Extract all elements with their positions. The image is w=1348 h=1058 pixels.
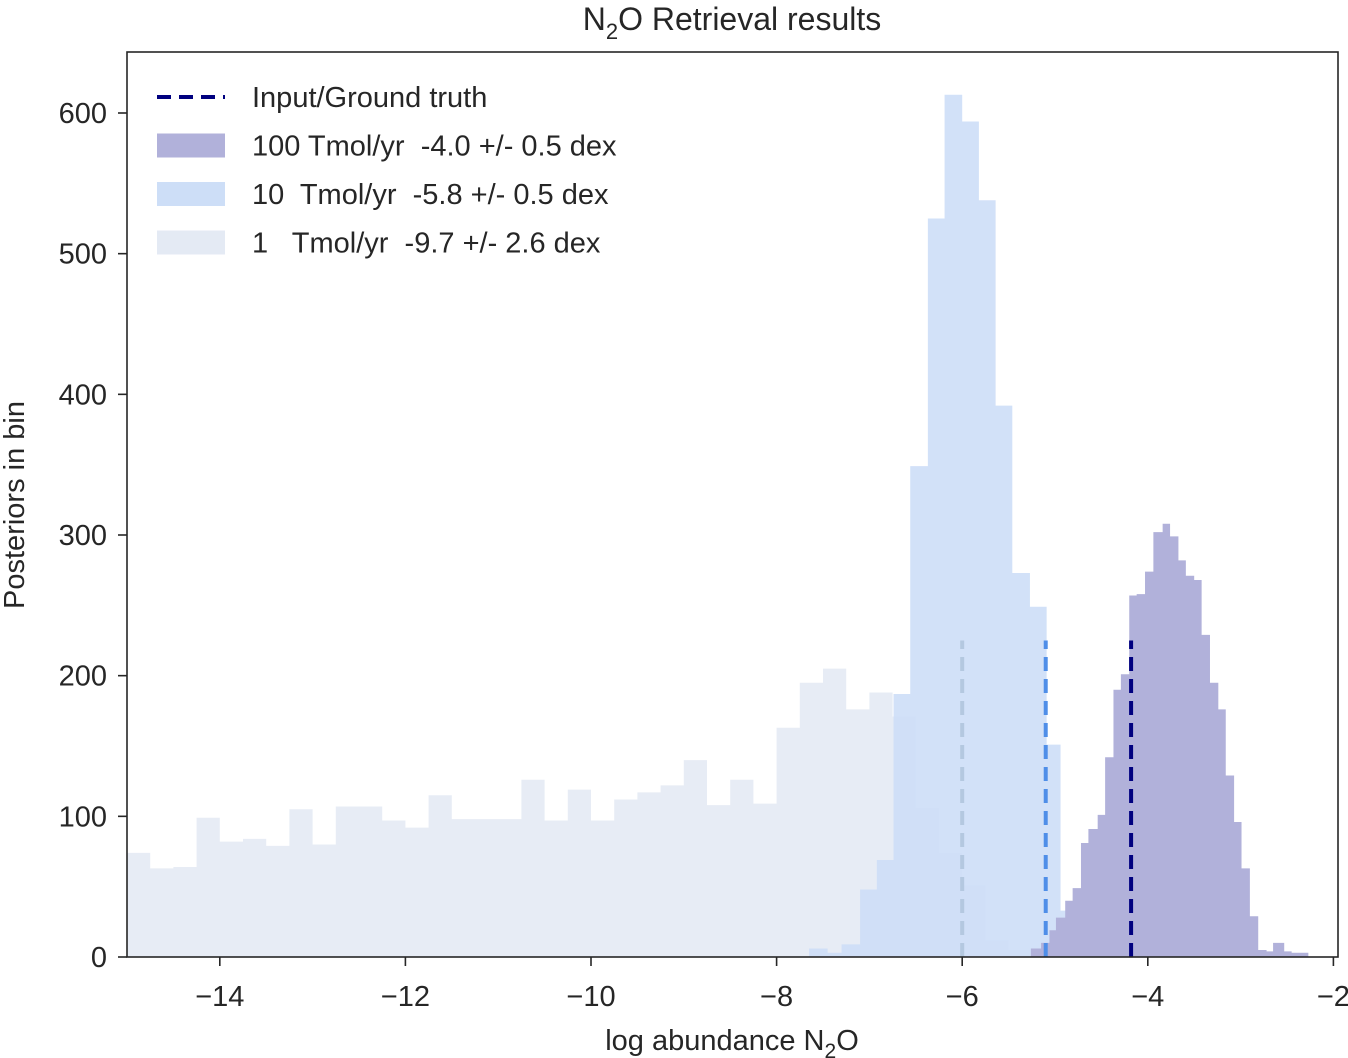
y-tick-label: 300 xyxy=(59,520,107,552)
y-axis-label: Posteriors in bin xyxy=(0,401,31,609)
histogram-bars xyxy=(127,94,1309,957)
series-10-tmol/yr xyxy=(809,94,1096,957)
legend-item: 1 Tmol/yr -9.7 +/- 2.6 dex xyxy=(157,228,601,260)
x-tick-label: −6 xyxy=(946,981,979,1013)
legend-color-swatch xyxy=(157,133,225,158)
legend-item: Input/Ground truth xyxy=(157,82,487,114)
x-tick-label: −10 xyxy=(566,981,615,1013)
y-tick-label: 500 xyxy=(59,239,107,271)
y-tick-label: 400 xyxy=(59,379,107,411)
y-tick-label: 100 xyxy=(59,801,107,833)
series-100-tmol/yr xyxy=(1030,523,1309,957)
legend-label: 1 Tmol/yr -9.7 +/- 2.6 dex xyxy=(252,228,601,260)
x-axis-label: log abundance N2O xyxy=(605,1025,859,1058)
histogram-bars-2 xyxy=(1030,523,1309,957)
x-axis-ticks: −14 −12 −10 −8 −6 −4 −2 xyxy=(195,957,1348,1013)
y-tick-label: 600 xyxy=(59,98,107,130)
x-tick-label: −14 xyxy=(195,981,244,1013)
y-tick-label: 200 xyxy=(59,661,107,693)
histogram-bars-1 xyxy=(809,94,1096,957)
x-tick-label: −8 xyxy=(760,981,793,1013)
ground-truth-lines xyxy=(960,640,1134,957)
y-axis-ticks: 0 100 200 300 400 500 600 xyxy=(59,98,127,974)
x-tick-label: −4 xyxy=(1131,981,1164,1013)
legend-label: 100 Tmol/yr -4.0 +/- 0.5 dex xyxy=(252,131,617,163)
x-tick-label: −12 xyxy=(381,981,430,1013)
legend-item: 100 Tmol/yr -4.0 +/- 0.5 dex xyxy=(157,131,617,163)
legend: Input/Ground truth 100 Tmol/yr -4.0 +/- 0… xyxy=(157,82,617,260)
x-tick-label: −2 xyxy=(1317,981,1348,1013)
series-1-tmol/yr xyxy=(127,668,1055,957)
legend-item: 10 Tmol/yr -5.8 +/- 0.5 dex xyxy=(157,179,609,211)
plot-area xyxy=(126,51,1339,958)
chart-title: N2O Retrieval results xyxy=(583,1,882,44)
axes-frame xyxy=(126,51,1339,958)
legend-color-swatch xyxy=(157,182,225,206)
legend-color-swatch xyxy=(157,230,225,255)
y-tick-label: 0 xyxy=(91,942,107,974)
legend-label: Input/Ground truth xyxy=(252,82,487,114)
legend-label: 10 Tmol/yr -5.8 +/- 0.5 dex xyxy=(252,179,609,211)
histogram-bars-0 xyxy=(127,668,1055,957)
